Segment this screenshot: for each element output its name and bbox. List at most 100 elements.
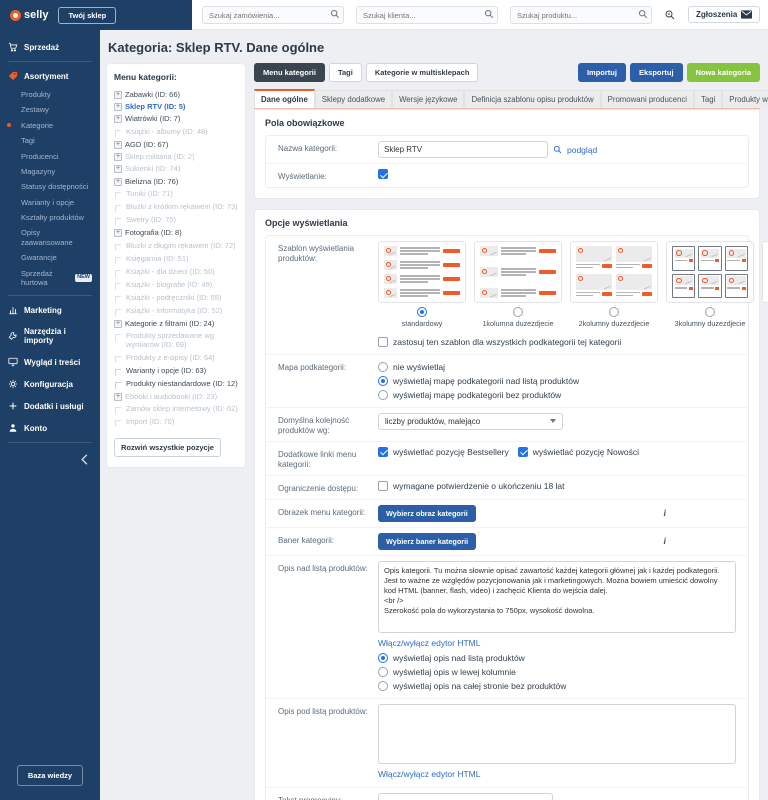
- apply-template-all-checkbox[interactable]: [378, 336, 388, 347]
- sidebar-subitem[interactable]: Sprzedaż hurtowa NEW: [21, 268, 92, 287]
- expander-icon[interactable]: +: [114, 319, 122, 328]
- tree-item[interactable]: Książki - biografie (ID: 49): [114, 278, 238, 291]
- sidebar-subitem[interactable]: Statusy dostępności: [21, 182, 89, 192]
- sidebar-subitem[interactable]: Opisy zaawansowane: [21, 228, 73, 247]
- news-checkbox[interactable]: [517, 446, 528, 457]
- tree-item[interactable]: Bluzki z długim rękawem (ID: 72): [114, 239, 238, 252]
- sidebar-subitem[interactable]: Warianty i opcje: [21, 197, 75, 207]
- template-option-standard[interactable]: standardowy: [378, 241, 466, 329]
- sidebar-item-marketing[interactable]: Marketing: [0, 299, 100, 321]
- sidebar-item-narzedzia[interactable]: Narzędzia i importy: [0, 321, 100, 351]
- client-search-input[interactable]: [356, 6, 498, 25]
- template-radio[interactable]: [609, 307, 619, 317]
- template-option-1col[interactable]: 1kolumna duzezdjecie: [474, 241, 562, 329]
- submap-radio-none[interactable]: [378, 361, 388, 372]
- sidebar-subitem[interactable]: Magazyny: [21, 166, 56, 176]
- tree-item[interactable]: Warianty i opcje (ID: 63): [114, 364, 238, 377]
- order-search-input[interactable]: [202, 6, 344, 25]
- tree-item[interactable]: + Bielizna (ID: 76): [114, 176, 179, 186]
- tagi-button[interactable]: Tagi: [328, 63, 362, 82]
- expander-icon[interactable]: +: [114, 392, 122, 401]
- sidebar-subitem[interactable]: Tagi: [21, 136, 35, 146]
- expander-icon[interactable]: +: [114, 229, 122, 238]
- tree-item[interactable]: Książki - podręczniki (ID: 55): [114, 291, 238, 304]
- tree-item[interactable]: + Zabawki (ID: 66): [114, 89, 181, 99]
- sidebar-subitem[interactable]: Kształty produktów: [21, 213, 84, 222]
- menu-kategorii-button[interactable]: Menu kategorii: [254, 63, 325, 82]
- promo-input[interactable]: [378, 792, 553, 800]
- desc-top-textarea[interactable]: Opis kategorii. Tu można słownie opisać …: [378, 560, 736, 633]
- tree-item[interactable]: Import (ID: 70): [114, 416, 238, 429]
- tree-item[interactable]: Swetry (ID: 75): [114, 214, 238, 227]
- tree-item[interactable]: + Fotografia (ID: 8): [114, 228, 182, 238]
- adult-confirm-checkbox[interactable]: [378, 480, 388, 491]
- tree-item[interactable]: Książki - informatyka (ID: 52): [114, 304, 238, 317]
- expand-all-button[interactable]: Rozwiń wszystkie pozycje: [114, 437, 221, 457]
- tree-item[interactable]: Książki - dla dzieci (ID: 50): [114, 265, 238, 278]
- expander-icon[interactable]: +: [114, 90, 122, 99]
- bestsellers-checkbox[interactable]: [378, 446, 388, 457]
- reports-button[interactable]: Zgłoszenia: [688, 6, 761, 23]
- your-shop-button[interactable]: Twój sklep: [58, 6, 117, 24]
- desc-bottom-textarea[interactable]: [378, 703, 736, 764]
- selly-logo[interactable]: selly: [10, 9, 48, 21]
- tree-item[interactable]: + Sklep militaria (ID: 2): [114, 152, 195, 161]
- desc-pos-radio-above[interactable]: [378, 652, 388, 663]
- tree-item[interactable]: + Ebooki i audiobooki (ID: 23): [114, 391, 218, 401]
- tree-item[interactable]: + Sklep RTV (ID: 5): [114, 101, 186, 111]
- info-icon[interactable]: i: [663, 508, 666, 519]
- tab-tagi[interactable]: Tagi: [693, 90, 723, 108]
- sidebar-subitem[interactable]: Produkty: [21, 90, 51, 99]
- template-option-2col[interactable]: 2kolumny duzezdjecie: [570, 241, 658, 329]
- product-search-input[interactable]: [510, 6, 652, 25]
- template-option-3col-small[interactable]: 3kolumny malezdjecie: [762, 241, 768, 329]
- new-category-button[interactable]: Nowa kategoria: [686, 63, 760, 82]
- tab-produkty[interactable]: Produkty w tej kategorii: [722, 90, 768, 108]
- preview-link[interactable]: podgląd: [567, 144, 598, 155]
- desc-pos-radio-full[interactable]: [378, 680, 388, 691]
- template-radio[interactable]: [705, 307, 715, 317]
- tree-item[interactable]: + AGD (ID: 67): [114, 139, 169, 149]
- expander-icon[interactable]: +: [114, 177, 122, 186]
- order-select[interactable]: liczby produktów, malejąco: [378, 412, 563, 430]
- html-editor-toggle-link[interactable]: Włącz/wyłącz edytor HTML: [378, 637, 481, 648]
- sidebar-collapse[interactable]: [0, 446, 100, 473]
- tab-definicja-szablonu[interactable]: Definicja szablonu opisu produktów: [464, 90, 601, 108]
- template-option-3col-big[interactable]: 3kolumny duzezdjecie: [666, 241, 754, 329]
- sidebar-subitem[interactable]: Zestawy: [21, 105, 49, 115]
- import-button[interactable]: Importuj: [577, 63, 626, 82]
- template-radio[interactable]: [417, 307, 427, 317]
- tab-wersje-jezykowe[interactable]: Wersje językowe: [392, 90, 465, 108]
- tree-item[interactable]: Produkty niestandardowe (ID: 12): [114, 377, 238, 390]
- multisklepy-button[interactable]: Kategorie w multisklepach: [365, 63, 479, 82]
- tab-promowani-producenci[interactable]: Promowani producenci: [600, 90, 694, 108]
- desc-pos-radio-left[interactable]: [378, 666, 388, 677]
- tree-item[interactable]: Zamów sklep internetowy (ID: 62): [114, 403, 238, 416]
- sidebar-item-konto[interactable]: Konto: [0, 417, 100, 439]
- tree-item[interactable]: Książki - albumy (ID: 48): [114, 125, 238, 138]
- sidebar-item-asortyment[interactable]: Asortyment: [0, 65, 100, 87]
- expander-icon[interactable]: +: [114, 115, 122, 124]
- submap-radio-noproducts[interactable]: [378, 389, 388, 400]
- sidebar-item-sprzedaz[interactable]: Sprzedaż: [0, 36, 100, 58]
- tree-item[interactable]: Księgarnia (ID: 51): [114, 252, 238, 265]
- tab-sklepy-dodatkowe[interactable]: Sklepy dodatkowe: [314, 90, 393, 108]
- sidebar-item-wyglad[interactable]: Wygląd i treści: [0, 351, 100, 373]
- knowledge-base-button[interactable]: Baza wiedzy: [16, 765, 84, 786]
- tab-dane-ogolne[interactable]: Dane ogólne: [254, 89, 315, 108]
- tree-item[interactable]: Produkty sprzedawane wg wymiarów (ID: 69…: [114, 329, 238, 351]
- export-button[interactable]: Eksportuj: [629, 63, 683, 82]
- tree-item[interactable]: Bluzki z krótkim rękawem (ID: 73): [114, 201, 238, 214]
- sidebar-item-konfiguracja[interactable]: Konfiguracja: [0, 373, 100, 395]
- sidebar-subitem[interactable]: Gwarancje: [21, 253, 57, 263]
- tree-item[interactable]: + Sukienki (ID: 74): [114, 164, 181, 174]
- advanced-search-icon[interactable]: [664, 9, 676, 21]
- info-icon[interactable]: i: [663, 536, 666, 547]
- tree-item[interactable]: Produkty z e-opisy (ID: 64): [114, 351, 238, 364]
- sidebar-subitem[interactable]: Producenci: [21, 151, 59, 161]
- category-name-input[interactable]: [378, 141, 548, 158]
- sidebar-subitem[interactable]: Kategorie: [0, 118, 100, 133]
- expander-icon[interactable]: +: [114, 140, 122, 149]
- submap-radio-above[interactable]: [378, 375, 388, 386]
- html-editor-toggle-link[interactable]: Włącz/wyłącz edytor HTML: [378, 768, 481, 779]
